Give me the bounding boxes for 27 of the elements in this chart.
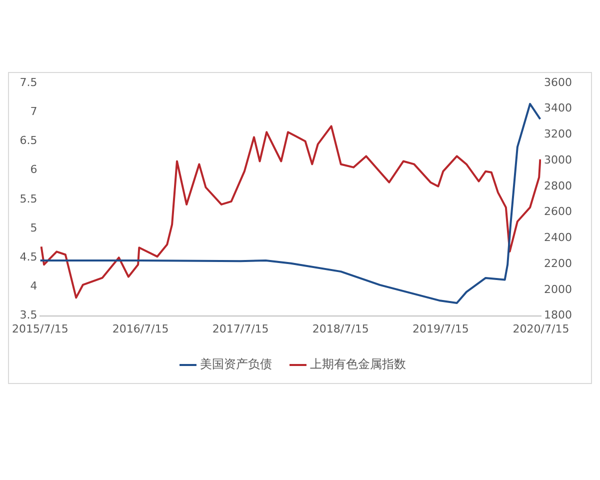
legend-label: 美国资产负债 [200,357,272,372]
y-tick-label: 5 [30,221,38,234]
y2-tick-label: 2400 [544,231,572,244]
y2-tick-label: 1800 [544,308,572,322]
x-tick-label: 2020/7/15 [512,322,570,336]
y-tick-label: 4 [30,280,38,293]
y2-tick-label: 3400 [544,102,572,115]
y2-tick-label: 2800 [544,179,572,192]
y-tick-label: 5.5 [20,192,38,206]
y2-tick-label: 3600 [544,76,572,89]
x-tick-label: 2016/7/15 [112,322,169,336]
y-tick-label: 7.5 [20,76,38,89]
y-tick-label: 7 [30,104,38,118]
x-tick-label: 2015/7/15 [12,322,68,336]
y2-tick-label: 3000 [544,153,572,166]
x-tick-label: 2019/7/15 [412,322,469,336]
y2-tick-label: 2600 [544,205,572,218]
y2-tick-label: 2200 [544,256,572,270]
y-tick-label: 4.5 [20,250,38,264]
x-tick-label: 2017/7/15 [212,322,269,336]
y-tick-label: 6.5 [20,134,38,148]
y2-tick-label: 3200 [544,128,572,141]
y-tick-label: 6 [30,163,38,176]
legend-label: 上期有色金属指数 [310,357,406,372]
x-tick-label: 2018/7/15 [312,322,369,336]
y2-tick-label: 2000 [544,282,572,296]
y-tick-label: 3.5 [20,308,38,322]
